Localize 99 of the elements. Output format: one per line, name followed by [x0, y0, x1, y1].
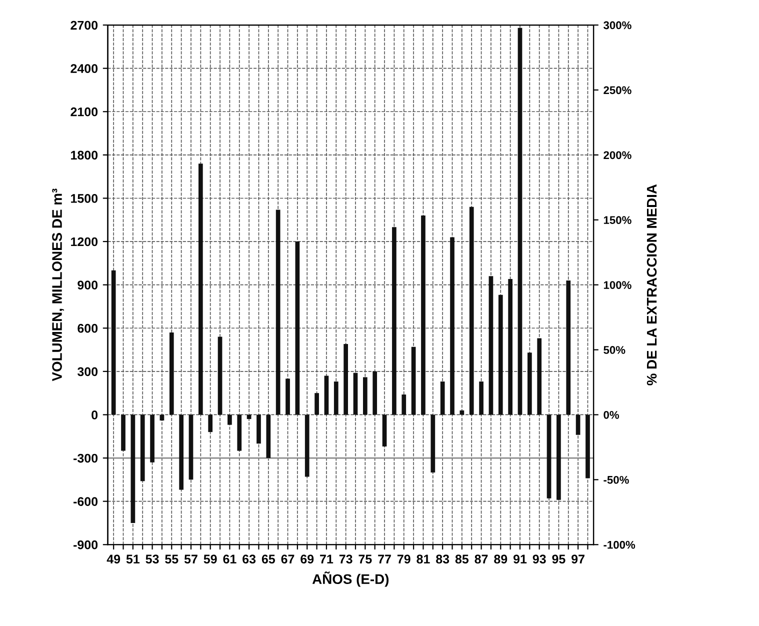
x-tick-label: 97 [572, 554, 584, 564]
y-tick-label: 2100 [70, 107, 98, 116]
bar [440, 382, 445, 415]
y-tick-label: 1500 [71, 194, 98, 203]
bar [121, 414, 126, 451]
bar [392, 227, 396, 415]
bar [256, 414, 261, 444]
y-tick-label: -900 [74, 540, 98, 550]
bar [430, 414, 436, 472]
x-axis-title: AÑOS (E-D) [312, 572, 389, 587]
bar [382, 414, 387, 446]
x-tick-label: 63 [242, 554, 256, 564]
y2-tick-label: 250% [604, 86, 632, 94]
y-tick-label: 0 [92, 410, 98, 420]
bar [362, 377, 368, 415]
x-tick-label: 85 [455, 554, 469, 564]
bar [372, 371, 378, 415]
x-tick-label: 91 [513, 554, 527, 564]
bar [344, 344, 348, 415]
x-tick-label: 59 [204, 554, 217, 564]
bar [488, 276, 494, 415]
bar [537, 338, 542, 415]
bar [286, 378, 290, 415]
bar [479, 382, 484, 415]
bar [246, 414, 252, 420]
bar [498, 294, 503, 415]
x-tick-label: 87 [474, 554, 488, 564]
x-tick-label: 53 [146, 554, 159, 564]
bar [546, 414, 552, 498]
bar [188, 414, 194, 480]
y-tick-label: 2400 [70, 64, 98, 73]
y-tick-label: 2700 [70, 20, 98, 30]
bar [411, 346, 416, 415]
y-axis-title: VOLUMEN, MILLONES DE m³ [52, 188, 64, 382]
x-tick-label: 83 [436, 554, 450, 564]
y-tick-label: -600 [74, 497, 98, 506]
bar [334, 382, 338, 415]
x-tick-label: 67 [281, 554, 294, 564]
bar [518, 28, 522, 415]
bar [421, 216, 426, 415]
bar [469, 206, 474, 415]
y2-tick-label: 0% [604, 410, 620, 419]
bar [556, 414, 561, 500]
x-tick-label: 77 [378, 554, 391, 564]
bar [169, 332, 174, 415]
x-tick-label: 89 [494, 554, 508, 564]
bar [198, 164, 203, 415]
bar [130, 414, 136, 523]
x-tick-label: 61 [223, 554, 236, 564]
x-tick-label: 79 [397, 554, 410, 564]
x-tick-label: 49 [106, 554, 120, 564]
y-tick-label: -300 [74, 454, 98, 463]
bar [508, 279, 512, 415]
bar [228, 414, 232, 425]
bar [160, 414, 164, 420]
x-tick-label: 65 [262, 554, 276, 564]
x-tick-label: 71 [320, 554, 334, 564]
y2-tick-label: 100% [604, 281, 632, 289]
bar [304, 414, 310, 477]
y-tick-label: 900 [78, 280, 98, 290]
bar [237, 414, 242, 451]
y2-tick-label: -100% [604, 540, 636, 549]
y2-axis-title: % DE LA EXTRACCION MEDIA [646, 184, 657, 386]
bar [208, 414, 213, 432]
bar [450, 237, 454, 415]
bar [276, 210, 280, 415]
x-tick-label: 75 [358, 554, 372, 564]
bar [576, 414, 580, 435]
x-tick-label: 73 [339, 554, 352, 564]
bar [218, 336, 222, 415]
bar [402, 394, 406, 415]
bar [295, 242, 300, 415]
y-tick-label: 1200 [71, 237, 98, 246]
bar [150, 414, 154, 462]
x-tick-label: 81 [416, 554, 430, 564]
bar [179, 414, 184, 490]
bar [353, 372, 358, 415]
x-tick-label: 51 [126, 554, 140, 564]
bar [314, 393, 319, 415]
y2-tick-label: -50% [604, 476, 629, 484]
y-tick-label: 600 [78, 324, 98, 333]
bar [140, 414, 145, 482]
x-tick-label: 55 [165, 554, 178, 564]
y2-tick-label: 50% [604, 346, 626, 354]
y2-tick-label: 300% [604, 21, 632, 30]
bar [266, 414, 271, 458]
x-tick-label: 57 [184, 554, 198, 564]
bar [324, 376, 329, 415]
bar [111, 270, 116, 415]
x-tick-label: 93 [532, 554, 546, 564]
x-tick-label: 69 [300, 554, 314, 564]
bar [527, 352, 532, 415]
y-tick-label: 300 [77, 367, 98, 376]
bar [586, 414, 590, 478]
bar [566, 280, 571, 415]
y2-tick-label: 150% [604, 216, 632, 224]
y2-tick-label: 200% [604, 151, 632, 160]
y-tick-label: 1800 [71, 150, 98, 160]
x-tick-label: 95 [552, 554, 566, 564]
